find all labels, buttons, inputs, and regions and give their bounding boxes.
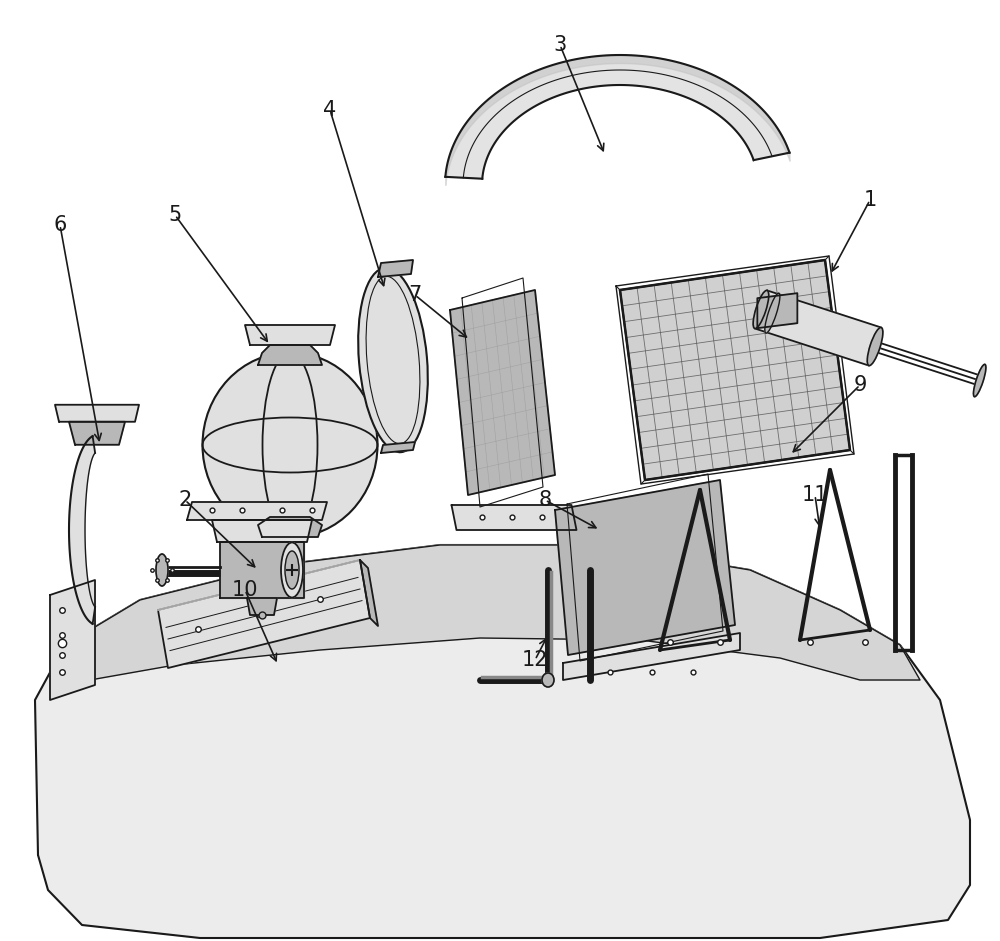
Text: 4: 4: [323, 100, 337, 120]
Polygon shape: [258, 345, 322, 365]
Polygon shape: [258, 517, 322, 537]
Text: 11: 11: [802, 485, 828, 505]
Text: 2: 2: [178, 490, 192, 510]
Polygon shape: [620, 260, 850, 480]
Text: 3: 3: [553, 35, 567, 55]
Polygon shape: [445, 55, 790, 179]
Polygon shape: [245, 325, 335, 345]
Polygon shape: [65, 545, 920, 680]
Polygon shape: [55, 405, 139, 422]
Polygon shape: [563, 633, 740, 680]
Ellipse shape: [281, 543, 303, 598]
Ellipse shape: [285, 551, 299, 589]
Text: 1: 1: [863, 190, 877, 210]
Text: 10: 10: [232, 580, 258, 600]
Polygon shape: [35, 545, 970, 938]
Text: 6: 6: [53, 215, 67, 235]
Polygon shape: [247, 598, 277, 615]
Polygon shape: [452, 505, 576, 530]
Text: 12: 12: [522, 650, 548, 670]
Polygon shape: [50, 580, 95, 700]
Polygon shape: [555, 480, 735, 655]
Polygon shape: [158, 560, 370, 668]
Ellipse shape: [867, 327, 883, 366]
Text: 7: 7: [408, 285, 422, 305]
Polygon shape: [360, 560, 378, 626]
Polygon shape: [212, 520, 312, 542]
Polygon shape: [187, 502, 327, 520]
Ellipse shape: [202, 353, 378, 537]
Ellipse shape: [358, 268, 428, 453]
Text: 5: 5: [168, 205, 182, 225]
Ellipse shape: [542, 673, 554, 687]
Polygon shape: [69, 422, 125, 445]
Polygon shape: [220, 542, 304, 598]
Text: 8: 8: [538, 490, 552, 510]
Text: 9: 9: [853, 375, 867, 395]
Polygon shape: [69, 437, 95, 624]
Ellipse shape: [753, 291, 769, 328]
Polygon shape: [378, 260, 413, 277]
Ellipse shape: [973, 364, 986, 397]
Polygon shape: [450, 290, 555, 495]
Polygon shape: [755, 291, 881, 365]
Ellipse shape: [765, 294, 780, 333]
Polygon shape: [381, 442, 415, 453]
Ellipse shape: [156, 554, 168, 586]
Polygon shape: [757, 294, 797, 328]
